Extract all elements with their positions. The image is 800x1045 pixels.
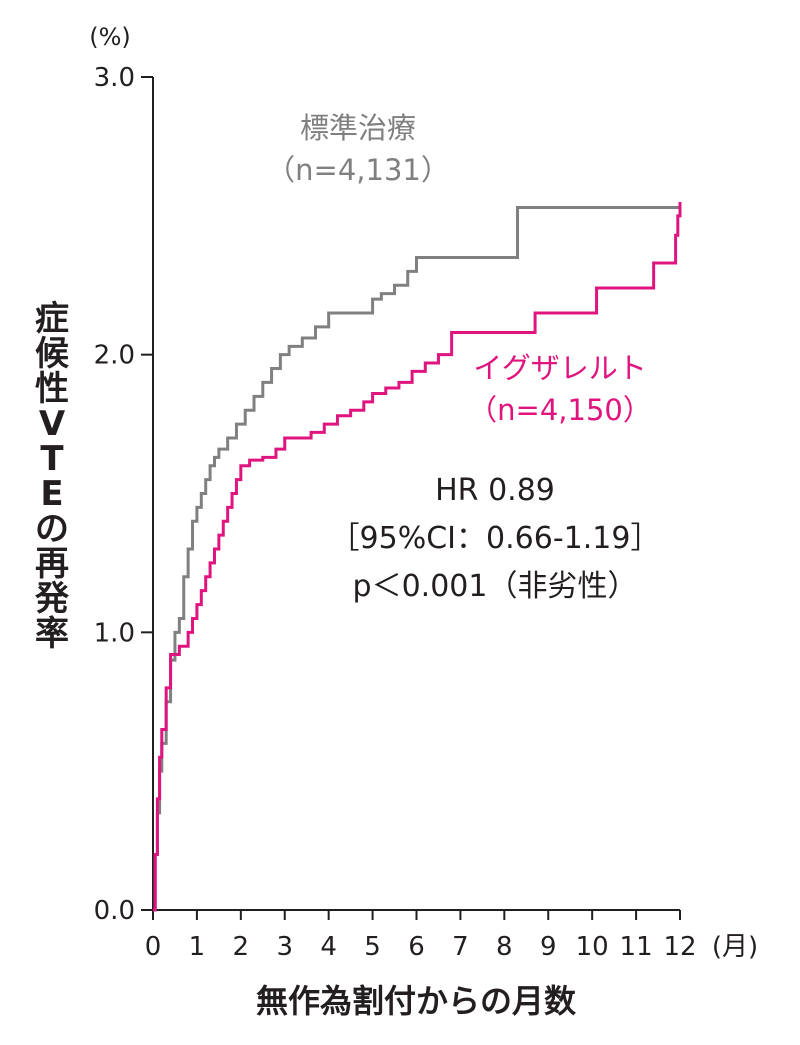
series-label-standard: 標準治療 bbox=[300, 111, 416, 145]
series-lines bbox=[153, 201, 682, 912]
y-axis-title-char: E bbox=[40, 474, 63, 514]
x-tick-label: 8 bbox=[496, 932, 513, 962]
confidence-interval: ［95%CI：0.66-1.19］ bbox=[330, 521, 661, 556]
y-tick-label: 1.0 bbox=[94, 618, 135, 648]
y-unit-label: (%) bbox=[89, 23, 131, 51]
x-ticks: 0 1 2 3 4 5 6 7 8 9 10 11 12 bbox=[145, 910, 697, 962]
y-axis-title-char: T bbox=[40, 439, 64, 479]
x-axis-title: 無作為割付からの月数 bbox=[256, 982, 577, 1020]
y-ticks: 0.0 1.0 2.0 3.0 bbox=[94, 63, 153, 926]
x-tick-label: 4 bbox=[320, 932, 337, 962]
y-axis-title-char: 性 bbox=[35, 369, 69, 409]
y-axis-title-char: V bbox=[39, 404, 66, 444]
x-tick-label: 11 bbox=[620, 932, 653, 962]
hazard-ratio: HR 0.89 bbox=[435, 473, 555, 508]
series-line-standard bbox=[153, 206, 680, 912]
x-tick-label: 1 bbox=[189, 932, 206, 962]
series-n-xarelto: （n=4,150） bbox=[468, 393, 652, 427]
y-axis-title-char: 率 bbox=[35, 614, 69, 654]
x-tick-label: 12 bbox=[663, 932, 696, 962]
y-axis-title-char: の bbox=[35, 509, 69, 549]
series-n-standard: （n=4,131） bbox=[266, 153, 450, 187]
y-axis-title-char: 発 bbox=[35, 579, 70, 619]
x-tick-label: 6 bbox=[408, 932, 425, 962]
y-axis-title-char: 症 bbox=[35, 299, 69, 339]
series-line-xarelto bbox=[153, 201, 682, 912]
y-tick-label: 0.0 bbox=[94, 896, 135, 926]
x-tick-label: 5 bbox=[364, 932, 381, 962]
y-tick-label: 2.0 bbox=[94, 341, 135, 371]
x-tick-label: 2 bbox=[233, 932, 250, 962]
x-unit-label: (月) bbox=[712, 932, 758, 962]
y-tick-label: 3.0 bbox=[94, 63, 135, 93]
x-tick-label: 9 bbox=[540, 932, 557, 962]
y-axis-title-char: 再 bbox=[35, 544, 69, 584]
y-axis-title-char: 候 bbox=[35, 334, 70, 374]
series-label-xarelto: イグザレルト bbox=[473, 351, 646, 385]
p-value: p＜0.001（非劣性） bbox=[353, 569, 638, 604]
x-tick-label: 7 bbox=[452, 932, 469, 962]
x-tick-label: 10 bbox=[576, 932, 609, 962]
x-tick-label: 0 bbox=[145, 932, 162, 962]
x-tick-label: 3 bbox=[276, 932, 293, 962]
